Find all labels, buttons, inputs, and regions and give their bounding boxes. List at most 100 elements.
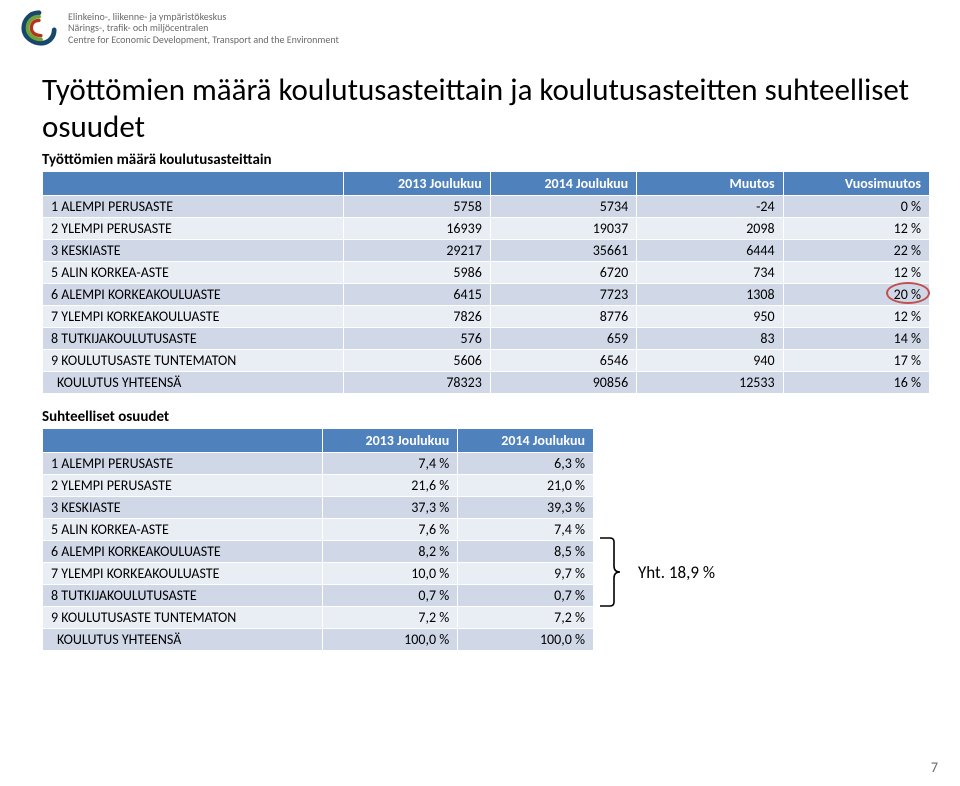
table-row: 5 ALIN KORKEA-ASTE5986672073412 % [43,262,930,284]
cell-value: 10,0 % [322,563,458,585]
table-row: 2013 Joulukuu2014 JoulukuuMuutosVuosimuu… [43,172,930,196]
cell-value: 9,7 % [458,563,594,585]
cell-value: 78323 [344,372,490,394]
cell-value: 20 % [783,284,929,306]
table-row: 7 YLEMPI KORKEAKOULUASTE10,0 %9,7 % [43,563,594,585]
cell-value: 2098 [637,218,783,240]
slide-content: Työttömien määrä koulutusasteittain ja k… [42,72,930,651]
table-percent: 2013 Joulukuu2014 Joulukuu 1 ALEMPI PERU… [42,428,594,651]
cell-value: 6,3 % [458,453,594,475]
yht-label: Yht. 18,9 % [638,562,715,583]
row-label: 6 ALEMPI KORKEAKOULUASTE [43,541,323,563]
cell-value: 14 % [783,328,929,350]
table-row: 1 ALEMPI PERUSASTE7,4 %6,3 % [43,453,594,475]
table-row: 9 KOULUTUSASTE TUNTEMATON5606654694017 % [43,350,930,372]
row-label: 2 YLEMPI PERUSASTE [43,475,323,497]
cell-value: 734 [637,262,783,284]
cell-value: 21,6 % [322,475,458,497]
cell-value: 5986 [344,262,490,284]
table-row: 6 ALEMPI KORKEAKOULUASTE8,2 %8,5 % [43,541,594,563]
table-row: 3 KESKIASTE37,3 %39,3 % [43,497,594,519]
column-header: 2014 Joulukuu [490,172,636,196]
cell-value: 7,4 % [322,453,458,475]
row-label: KOULUTUS YHTEENSÄ [43,372,344,394]
cell-value: 35661 [490,240,636,262]
cell-value: 100,0 % [458,629,594,651]
row-label: 9 KOULUTUSASTE TUNTEMATON [43,607,323,629]
table-counts: 2013 Joulukuu2014 JoulukuuMuutosVuosimuu… [42,171,930,394]
column-header [43,172,344,196]
table-row: 8 TUTKIJAKOULUTUSASTE5766598314 % [43,328,930,350]
cell-value: 29217 [344,240,490,262]
row-label: 3 KESKIASTE [43,240,344,262]
cell-value: 7,2 % [458,607,594,629]
cell-value: 8776 [490,306,636,328]
column-header: Vuosimuutos [783,172,929,196]
row-label: 2 YLEMPI PERUSASTE [43,218,344,240]
cell-value: 0 % [783,196,929,218]
cell-value: 8,2 % [322,541,458,563]
table-row: 8 TUTKIJAKOULUTUSASTE0,7 %0,7 % [43,585,594,607]
cell-value: 90856 [490,372,636,394]
cell-value: 7,2 % [322,607,458,629]
cell-value: 8,5 % [458,541,594,563]
table-row: 2013 Joulukuu2014 Joulukuu [43,429,594,453]
cell-value: 7,6 % [322,519,458,541]
cell-value: 5606 [344,350,490,372]
column-header [43,429,323,453]
row-label: 7 YLEMPI KORKEAKOULUASTE [43,306,344,328]
row-label: 7 YLEMPI KORKEAKOULUASTE [43,563,323,585]
bracket-icon [598,536,626,608]
column-header: 2013 Joulukuu [344,172,490,196]
cell-value: 0,7 % [458,585,594,607]
page-number: 7 [931,759,938,776]
logo-icon [20,9,58,47]
cell-value: 12 % [783,306,929,328]
cell-value: 16939 [344,218,490,240]
cell-value: 37,3 % [322,497,458,519]
column-header: 2014 Joulukuu [458,429,594,453]
row-label: 3 KESKIASTE [43,497,323,519]
table-row: 9 KOULUTUSASTE TUNTEMATON7,2 %7,2 % [43,607,594,629]
row-label: 9 KOULUTUSASTE TUNTEMATON [43,350,344,372]
cell-value: 950 [637,306,783,328]
table-row: 7 YLEMPI KORKEAKOULUASTE7826877695012 % [43,306,930,328]
cell-value: 5734 [490,196,636,218]
cell-value: 7,4 % [458,519,594,541]
cell-value: 940 [637,350,783,372]
row-label: 1 ALEMPI PERUSASTE [43,453,323,475]
cell-value: 6720 [490,262,636,284]
cell-value: 659 [490,328,636,350]
table-row: 5 ALIN KORKEA-ASTE7,6 %7,4 % [43,519,594,541]
row-label: 8 TUTKIJAKOULUTUSASTE [43,328,344,350]
table-row: 2 YLEMPI PERUSASTE1693919037209812 % [43,218,930,240]
cell-value: 0,7 % [322,585,458,607]
cell-value: 12533 [637,372,783,394]
cell-value: 6444 [637,240,783,262]
row-label: KOULUTUS YHTEENSÄ [43,629,323,651]
org-name-en: Centre for Economic Development, Transpo… [68,34,339,46]
cell-value: 1308 [637,284,783,306]
row-label: 6 ALEMPI KORKEAKOULUASTE [43,284,344,306]
cell-value: 17 % [783,350,929,372]
cell-value: 7826 [344,306,490,328]
table-row: 1 ALEMPI PERUSASTE57585734-240 % [43,196,930,218]
table2-subtitle: Suhteelliset osuudet [42,408,930,426]
page-title: Työttömien määrä koulutusasteittain ja k… [42,72,930,145]
cell-value: 16 % [783,372,929,394]
row-label: 5 ALIN KORKEA-ASTE [43,519,323,541]
table-row: 3 KESKIASTE2921735661644422 % [43,240,930,262]
cell-value: 83 [637,328,783,350]
cell-value: 5758 [344,196,490,218]
table-row: KOULUTUS YHTEENSÄ78323908561253316 % [43,372,930,394]
table1-subtitle: Työttömien määrä koulutusasteittain [42,151,930,169]
cell-value: 12 % [783,262,929,284]
row-label: 8 TUTKIJAKOULUTUSASTE [43,585,323,607]
cell-value: 576 [344,328,490,350]
org-name-block: Elinkeino-, liikenne- ja ympäristökeskus… [68,11,339,46]
cell-value: 39,3 % [458,497,594,519]
column-header: Muutos [637,172,783,196]
row-label: 5 ALIN KORKEA-ASTE [43,262,344,284]
table-row: 6 ALEMPI KORKEAKOULUASTE64157723130820 % [43,284,930,306]
cell-value: -24 [637,196,783,218]
